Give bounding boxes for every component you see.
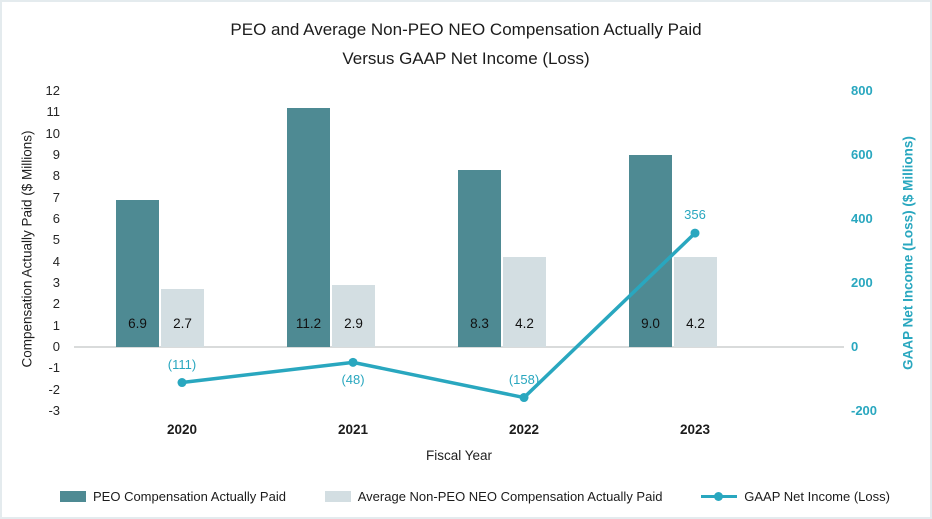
left-axis-tick: 0 (52, 339, 60, 354)
legend-label: Average Non-PEO NEO Compensation Actuall… (357, 488, 663, 504)
left-axis-tick: 2 (52, 296, 60, 312)
line-point-label: 356 (684, 207, 706, 223)
line-point (177, 378, 187, 388)
bar-value-label: 2.9 (344, 316, 363, 331)
bar-value-label: 4.2 (515, 316, 534, 331)
right-axis-tick: -200 (851, 403, 878, 418)
right-axis-tick: 0 (851, 339, 859, 354)
legend-item: Average Non-PEO NEO Compensation Actuall… (324, 488, 663, 504)
legend-label: GAAP Net Income (Loss) (744, 488, 890, 504)
left-axis-tick: 10 (45, 125, 60, 141)
legend-line-marker-icon (701, 491, 738, 502)
left-axis-tick: 9 (52, 147, 60, 162)
x-tick-label: 2021 (337, 422, 369, 437)
left-axis-tick: 3 (52, 275, 60, 290)
right-axis-tick: 400 (851, 211, 873, 226)
bar-value-label: 8.3 (470, 316, 489, 331)
bar-peo (287, 108, 330, 347)
bar-value-label: 9.0 (641, 316, 660, 331)
line-point (519, 393, 529, 403)
chart-title-line-2: Versus GAAP Net Income (Loss) (342, 49, 590, 68)
trend-line (180, 231, 697, 400)
left-axis-tick: 1 (52, 317, 60, 333)
line-point (690, 228, 700, 238)
chart-title: PEO and Average Non-PEO NEO Compensation… (2, 15, 930, 73)
line-point-label: (111) (167, 356, 197, 372)
line-point-label: (48) (341, 372, 365, 388)
left-axis-tick: 8 (52, 168, 60, 184)
x-tick-label: 2022 (508, 422, 540, 437)
legend-bar-swatch-icon (324, 490, 351, 502)
right-axis-tick: 200 (851, 275, 873, 290)
legend-line-dot (714, 491, 724, 501)
bar-value-label: 6.9 (128, 316, 147, 331)
legend-bar-swatch-icon (60, 490, 86, 502)
bar-value-label: 4.2 (686, 316, 705, 331)
left-axis-tick: 12 (45, 83, 60, 98)
left-axis-tick: -3 (48, 403, 60, 418)
chart-title-line-1: PEO and Average Non-PEO NEO Compensation… (230, 20, 702, 39)
legend-item: GAAP Net Income (Loss) (701, 489, 890, 504)
bar-peo (116, 199, 159, 347)
bar-non-peo (674, 257, 717, 347)
right-axis-tick: 800 (851, 83, 873, 98)
left-axis-tick: 4 (52, 253, 60, 269)
left-axis-tick: 6 (52, 211, 60, 226)
right-axis-title: GAAP Net Income (Loss) ($ Millions) (900, 136, 916, 370)
right-axis-tick: 600 (851, 147, 873, 162)
left-axis-tick: 7 (52, 189, 60, 205)
line-point (348, 357, 358, 367)
x-tick-label: 2023 (679, 422, 711, 437)
legend-item: PEO Compensation Actually Paid (60, 489, 286, 504)
left-axis-tick: 11 (46, 104, 61, 120)
line-point-label: (158) (508, 371, 540, 387)
legend-label: PEO Compensation Actually Paid (93, 488, 286, 504)
left-axis-tick: -1 (48, 360, 60, 376)
bar-value-label: 2.7 (173, 316, 192, 331)
x-tick-label: 2020 (166, 422, 198, 437)
left-axis-tick: -2 (48, 381, 60, 397)
legend: PEO Compensation Actually Paid Average No… (60, 486, 890, 506)
left-axis-tick: 5 (52, 232, 60, 248)
bar-value-label: 11.2 (295, 316, 322, 331)
x-axis-label: Fiscal Year (425, 448, 493, 463)
bar-non-peo (503, 257, 546, 347)
